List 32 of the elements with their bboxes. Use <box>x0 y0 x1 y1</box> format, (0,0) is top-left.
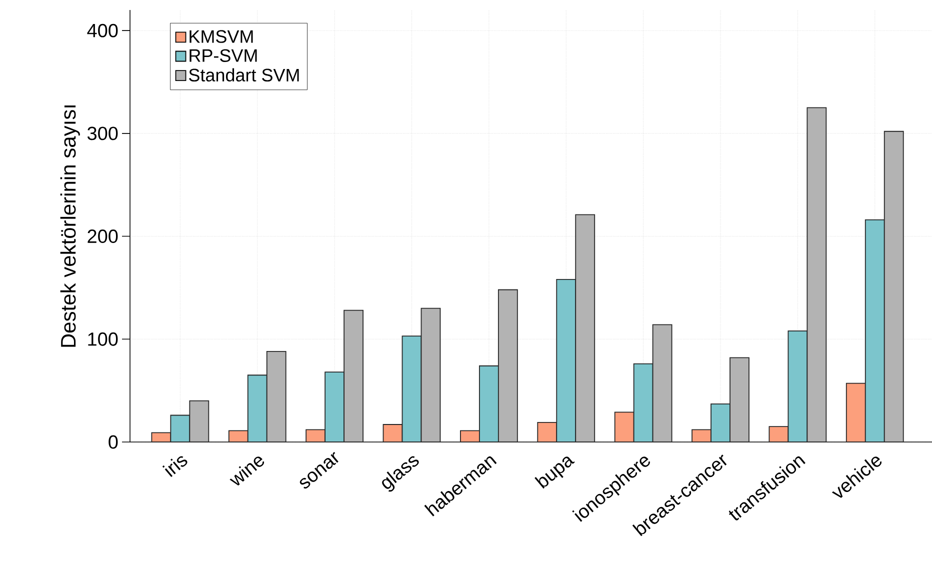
bar <box>247 374 268 442</box>
bar <box>170 414 190 442</box>
bar <box>189 400 210 442</box>
legend-label: KMSVM <box>190 30 253 43</box>
bar <box>788 330 808 442</box>
bar <box>266 351 286 442</box>
bar <box>324 372 345 442</box>
bar <box>806 107 827 442</box>
bar <box>556 279 576 442</box>
bar <box>498 289 518 442</box>
bar <box>846 382 866 442</box>
legend-label: RP-SVM <box>190 49 257 62</box>
x-tick-label: iris <box>162 456 188 478</box>
y-tick-label: 400 <box>87 24 118 38</box>
bar <box>537 422 558 442</box>
x-tick-label: wine <box>230 456 264 486</box>
y-axis-title: Destek vektörlerinin sayısı <box>60 105 80 347</box>
bar <box>633 363 654 442</box>
y-tick-label: 0 <box>108 435 118 449</box>
y-tick-label: 300 <box>87 126 118 140</box>
bar <box>382 424 403 442</box>
bar <box>864 219 885 442</box>
bar <box>402 336 422 442</box>
bar <box>730 357 750 442</box>
y-tick-label: 100 <box>88 332 118 346</box>
bar <box>575 214 596 442</box>
bar <box>710 403 730 442</box>
legend-label: Standart SVM <box>189 68 299 82</box>
bar <box>478 365 499 442</box>
bar <box>614 412 634 442</box>
y-tick-label: 200 <box>88 230 118 244</box>
bar <box>344 310 364 442</box>
